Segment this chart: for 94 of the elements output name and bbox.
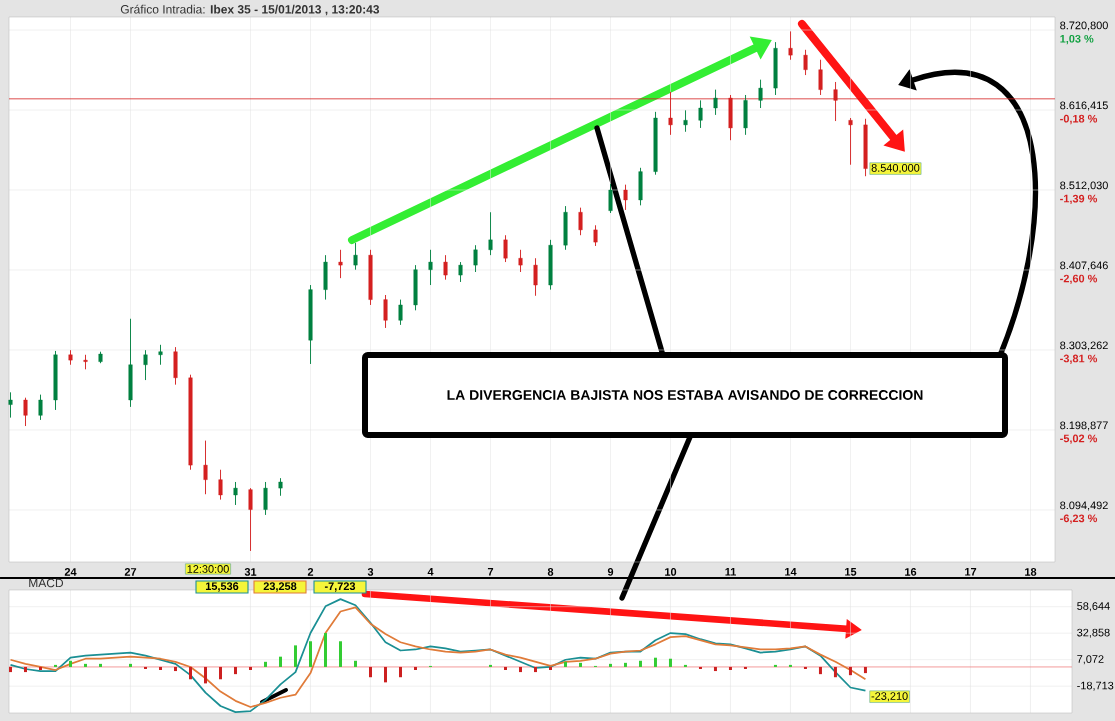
bar [653,657,657,667]
bar [338,641,342,667]
y2-tick-label: 1,03 % [1060,34,1094,45]
bar [293,645,297,667]
annotation: 8.540,000 [871,164,920,174]
x-tick-label: 7 [487,568,494,576]
bar [24,666,28,673]
chart-title: Gráfico Intradia: Ibex 35 - 15/01/2013 , 13:20:43 [120,4,380,16]
bar [728,666,732,671]
y2-tick-label: -0,18 % [1060,114,1098,125]
bar [233,666,237,675]
chart-title: MACD [29,578,64,588]
bar [578,662,582,667]
x-tick-label: 3 [367,568,374,576]
bar [713,666,717,672]
bar [818,666,822,675]
x-tick-label: 15 [845,568,857,576]
x-tick-label: 10 [665,568,677,576]
bar [144,666,147,670]
bar [848,666,852,676]
annotation: 23,258 [263,582,297,592]
bar [249,666,252,671]
bar [623,662,627,667]
y-tick-label: 8.407,646 [1060,261,1108,271]
bar [788,664,792,667]
y-tick-label: 8.720,800 [1060,21,1108,31]
bar [743,666,747,670]
bar [218,666,222,680]
y-tick-label: 8.616,415 [1060,101,1108,111]
x-tick-label: 2 [307,568,314,576]
bar [129,663,132,667]
y-tick-label: 7,072 [1077,655,1104,665]
y2-tick-label: -6,23 % [1060,514,1098,524]
y-tick-label: 32,858 [1077,628,1110,638]
bar [413,666,417,671]
bar [174,666,177,672]
bar [189,666,192,680]
annotation: 15,536 [205,582,239,592]
y2-tick-label: -2,60 % [1060,274,1098,284]
bar [563,661,567,667]
y-tick-label: 8.198,877 [1060,421,1108,431]
bar [398,666,402,678]
bar [803,666,807,670]
bar [488,664,492,667]
annotation: LA DIVERGENCIA BAJISTA NOS ESTABA AVISANDO DE CORRECCION [447,390,923,400]
x-tick-label: 24 [64,568,77,576]
bar [39,666,43,671]
x-tick-label: 31 [244,568,257,576]
annotation: -23,210 [871,692,908,702]
bar [278,656,282,667]
y-tick-label: 8.094,492 [1060,501,1108,511]
bar [264,661,267,667]
bar [518,666,522,673]
bar [308,641,312,667]
bar [683,664,687,667]
y-tick-label: 58,644 [1077,602,1110,612]
y2-tick-label: -5,02 % [1060,434,1098,444]
bar [9,666,13,673]
x-tick-label: 8 [547,568,554,576]
y-tick-label: 8.303,262 [1060,341,1108,351]
annotation: -7,723 [324,582,356,592]
y2-tick-label: -3,81 % [1060,354,1098,364]
bar [159,666,162,671]
bar [533,666,537,673]
bar [84,663,87,667]
bar [668,658,672,667]
bar [99,663,102,667]
bar [204,666,207,684]
bar [323,633,327,667]
bar [608,663,612,667]
text: 12:30:00 [187,565,229,573]
bar [548,666,552,671]
x-tick-label: 27 [124,568,137,576]
bar [773,664,777,667]
x-tick-label: 17 [965,568,977,576]
bar [353,660,357,667]
bar [863,666,867,674]
bar [69,660,73,667]
bar [638,660,642,667]
x-tick-label: 16 [905,568,917,576]
x-tick-label: 18 [1025,568,1037,576]
bar [383,666,387,683]
y-tick-label: -18,713 [1077,681,1114,691]
y-tick-label: 8.512,030 [1060,181,1108,191]
x-tick-label: 11 [725,568,736,576]
bar [698,666,702,670]
y2-tick-label: -1,39 % [1060,194,1098,205]
bar [833,666,837,678]
x-tick-label: 14 [785,568,797,576]
x-tick-label: 4 [427,568,434,576]
bar [503,666,507,671]
bar [368,666,372,678]
x-tick-label: 9 [607,568,614,576]
bar [54,664,58,667]
